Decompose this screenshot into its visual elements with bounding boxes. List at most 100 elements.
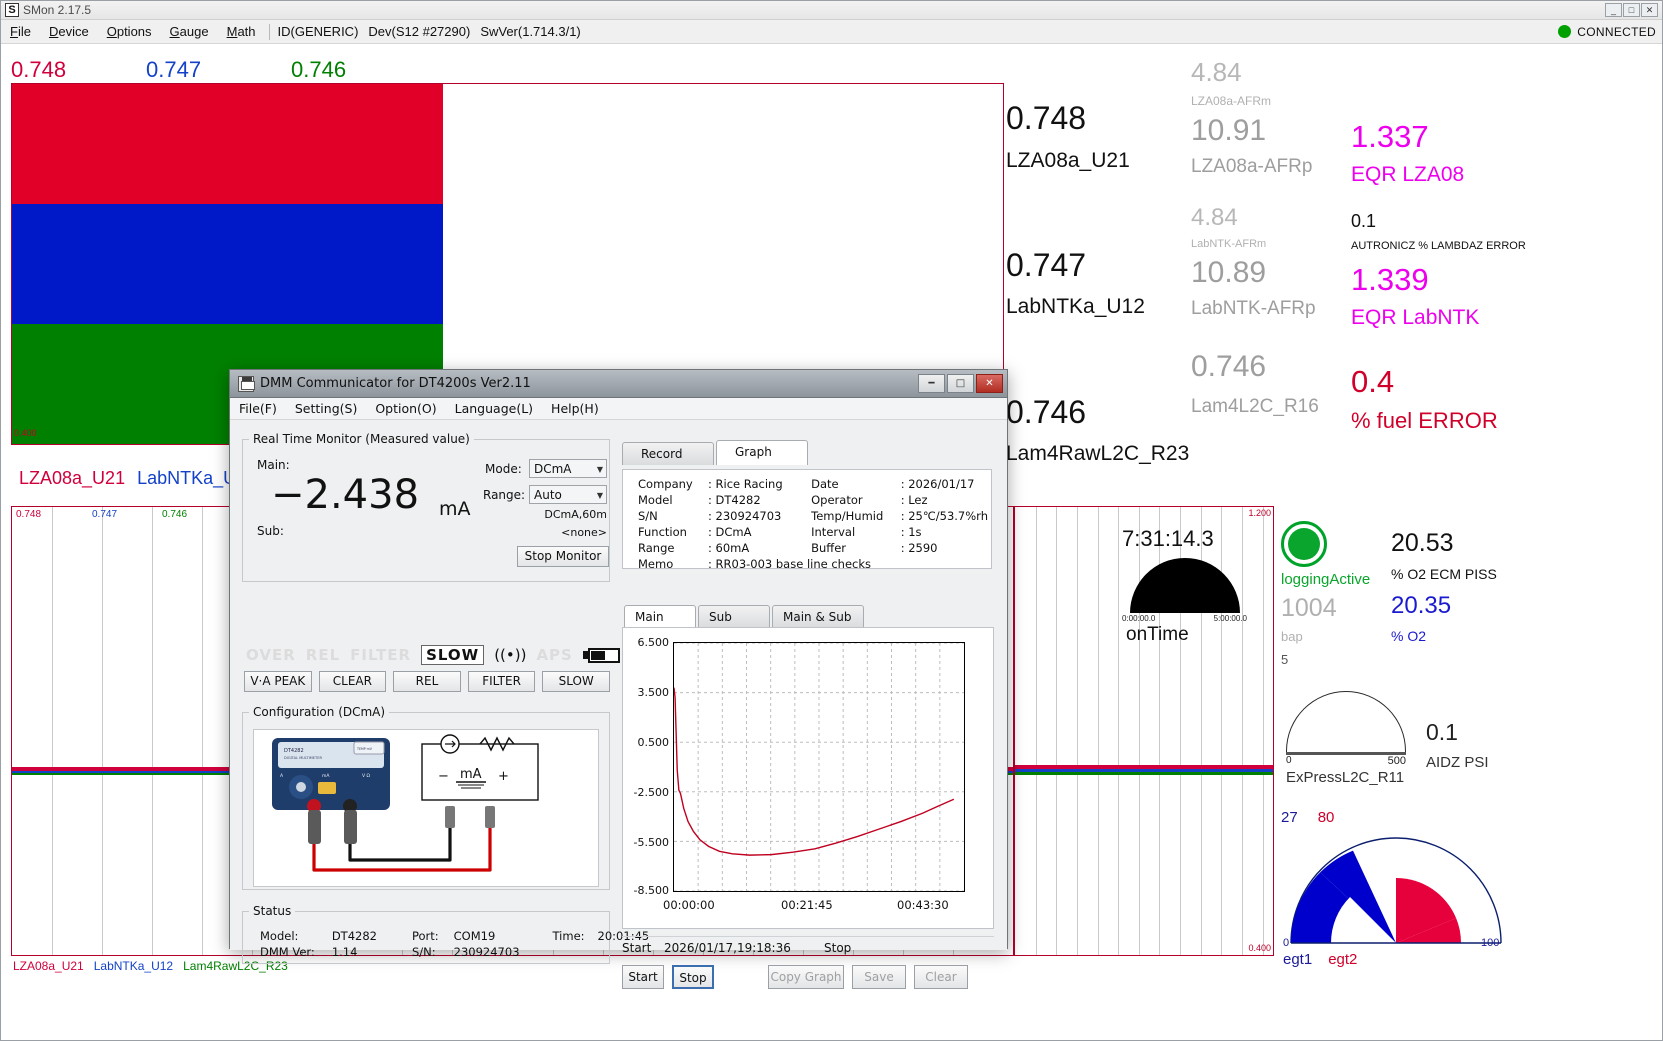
tab-sub[interactable]: Sub xyxy=(698,605,770,628)
window-controls[interactable]: _ □ ✕ xyxy=(1605,3,1660,17)
strip-trace-green xyxy=(1015,772,1273,775)
strip-right-max-label: 1.200 xyxy=(1248,508,1271,518)
bar-legend-1: LZA08a_U21 xyxy=(19,468,126,488)
expressl2c-gauge: 0 500 ExPressL2C_R11 xyxy=(1286,691,1406,786)
dmm-minimize-button[interactable]: ━ xyxy=(918,374,945,393)
graph-action-buttons[interactable]: Start Stop Copy Graph Save Clear xyxy=(622,965,994,989)
device-dev-info: Dev(S12 #27290) xyxy=(368,24,471,39)
rel-button[interactable]: REL xyxy=(393,671,461,692)
device-swver-info: SwVer(1.714.3/1) xyxy=(480,24,581,39)
y-tick-3: -2.500 xyxy=(633,786,669,799)
dmm-menu-setting[interactable]: Setting(S) xyxy=(294,401,358,416)
expressl2c-label: ExPressL2C_R11 xyxy=(1286,769,1405,786)
va-peak-button[interactable]: V·A PEAK xyxy=(244,671,312,692)
readout-eqr-lza08-value: 1.337 xyxy=(1351,119,1429,154)
info-interval-key: Interval xyxy=(811,525,856,539)
dmm-menu-file[interactable]: File(F) xyxy=(239,401,277,416)
info-range-value: : 60mA xyxy=(707,541,750,555)
menu-options[interactable]: Options xyxy=(106,24,152,39)
battery-icon xyxy=(582,647,620,663)
sub-value: <none> xyxy=(561,526,607,539)
status-model-value: DT4282 xyxy=(331,929,377,943)
egt-scale-min: 0 xyxy=(1283,937,1290,949)
menu-bar[interactable]: File Device Options Gauge Math ID(GENERI… xyxy=(1,20,1662,44)
egt2-label: egt2 xyxy=(1328,951,1358,968)
dmm-menu-language[interactable]: Language(L) xyxy=(454,401,534,416)
ontime-scale-max: 5:00:00.0 xyxy=(1213,614,1247,623)
maximize-button[interactable]: □ xyxy=(1623,3,1640,17)
tab-main-and-sub[interactable]: Main & Sub xyxy=(772,605,864,628)
readout-labntk-afrp-label: LabNTK-AFRp xyxy=(1191,298,1316,319)
slow-button[interactable]: SLOW xyxy=(542,671,610,692)
sub-label: Sub: xyxy=(257,524,284,538)
tab-record[interactable]: Record xyxy=(622,442,714,465)
bar-legend-2: LabNTKa_U12 xyxy=(137,468,257,488)
info-row: Model : DT4282 Operator : Lez xyxy=(635,492,991,508)
stop-monitor-button[interactable]: Stop Monitor xyxy=(517,546,609,567)
dmm-menu-bar[interactable]: File(F) Setting(S) Option(O) Language(L)… xyxy=(230,398,1007,420)
status-sn-key: S/N: xyxy=(411,945,436,959)
egt1-value: 27 xyxy=(1281,809,1298,826)
aidz-psi-label: AIDZ PSI xyxy=(1426,754,1489,771)
readout-lza08a-u21: 0.748 LZA08a_U21 xyxy=(1006,101,1206,173)
info-row: Memo : RR03-003 base line checks xyxy=(635,556,991,572)
stop-button[interactable]: Stop xyxy=(672,965,714,989)
egt2-value: 80 xyxy=(1317,809,1335,826)
readout-labntk-afrm-label: LabNTK-AFRm xyxy=(1191,238,1267,250)
measurement-info-panel: Company : Rice Racing Date : 2026/01/17 … xyxy=(622,469,992,572)
graph-series-tabs[interactable]: Main Sub Main & Sub xyxy=(624,605,866,628)
tab-graph[interactable]: Graph xyxy=(716,440,808,465)
mode-select[interactable]: DCmA xyxy=(529,459,607,478)
readout-lza08a-afrm-label: LZA08a-AFRm xyxy=(1191,94,1272,108)
info-operator-value: : Lez xyxy=(900,493,928,507)
menu-device[interactable]: Device xyxy=(48,24,89,39)
clear-button[interactable]: CLEAR xyxy=(318,671,387,692)
strip-left-value-2: 0.747 xyxy=(92,509,118,520)
info-temphumid-key: Temp/Humid xyxy=(811,509,884,523)
dmm-window-controls[interactable]: ━ □ ✕ xyxy=(918,374,1003,393)
function-button-row[interactable]: V·A PEAK CLEAR REL FILTER SLOW xyxy=(244,671,610,692)
ontime-scale: 0:00:00.0 5:00:00.0 xyxy=(1122,614,1247,623)
svg-text:DIGITAL MULTIMETER: DIGITAL MULTIMETER xyxy=(284,756,323,760)
graph-panel: 6.500 3.500 0.500 -2.500 -5.500 -8.500 0… xyxy=(622,627,994,929)
close-button[interactable]: ✕ xyxy=(1641,3,1658,17)
dmm-menu-option[interactable]: Option(O) xyxy=(375,401,437,416)
filter-button[interactable]: FILTER xyxy=(467,671,536,692)
connection-indicator-icon xyxy=(1558,25,1572,38)
expressl2c-scale-max: 500 xyxy=(1387,755,1406,767)
range-select[interactable]: Auto xyxy=(529,485,607,504)
dmm-title-bar[interactable]: DMM Communicator for DT4200s Ver2.11 ━ □… xyxy=(230,370,1007,398)
info-function-key: Function xyxy=(638,525,687,539)
bap-label: bap xyxy=(1281,629,1303,644)
tab-main[interactable]: Main xyxy=(624,605,696,628)
app-title: SMon 2.17.5 xyxy=(23,3,92,17)
strip-legend-2: LabNTKa_U12 xyxy=(93,959,174,973)
dmm-maximize-button[interactable]: □ xyxy=(947,374,974,393)
svg-text:−: − xyxy=(438,769,449,784)
logging-led-icon xyxy=(1281,521,1327,567)
bar-value-2: 0.747 xyxy=(146,57,202,82)
y-tick-0: 6.500 xyxy=(637,636,670,649)
menu-gauge[interactable]: Gauge xyxy=(169,24,209,39)
dmm-dialog: DMM Communicator for DT4200s Ver2.11 ━ □… xyxy=(229,369,1008,989)
menu-math[interactable]: Math xyxy=(226,24,256,39)
strip-chart-legend: LZA08a_U21 LabNTKa_U12 Lam4RawL2C_R23 xyxy=(13,959,288,973)
minimize-button[interactable]: _ xyxy=(1605,3,1622,17)
record-graph-tabs[interactable]: Record Graph xyxy=(622,440,810,465)
start-button[interactable]: Start xyxy=(622,965,664,989)
clear-button-graph[interactable]: Clear xyxy=(914,965,968,989)
ontime-gauge: 7:31:14.3 0:00:00.0 5:00:00.0 onTime xyxy=(1116,526,1266,646)
dmm-menu-help[interactable]: Help(H) xyxy=(551,401,599,416)
copy-graph-button[interactable]: Copy Graph xyxy=(768,965,844,989)
stop-time-label: Stop xyxy=(824,940,852,955)
dmm-close-button[interactable]: ✕ xyxy=(976,374,1003,393)
o2-ecm-value: 20.53 xyxy=(1391,529,1454,557)
status-port-value: COM19 xyxy=(453,929,496,943)
save-button[interactable]: Save xyxy=(852,965,906,989)
measurement-info-table: Company : Rice Racing Date : 2026/01/17 … xyxy=(635,476,991,572)
smon-logo-icon: S xyxy=(5,3,19,17)
record-time-bar: Start 2026/01/17,19:18:36 Stop xyxy=(622,936,994,958)
readout-column-eqr: 1.337 EQR LZA08 0.1 AUTRONICZ % LAMBDAZ … xyxy=(1351,119,1641,434)
status-port-key: Port: xyxy=(411,929,439,943)
menu-file[interactable]: File xyxy=(10,24,31,39)
